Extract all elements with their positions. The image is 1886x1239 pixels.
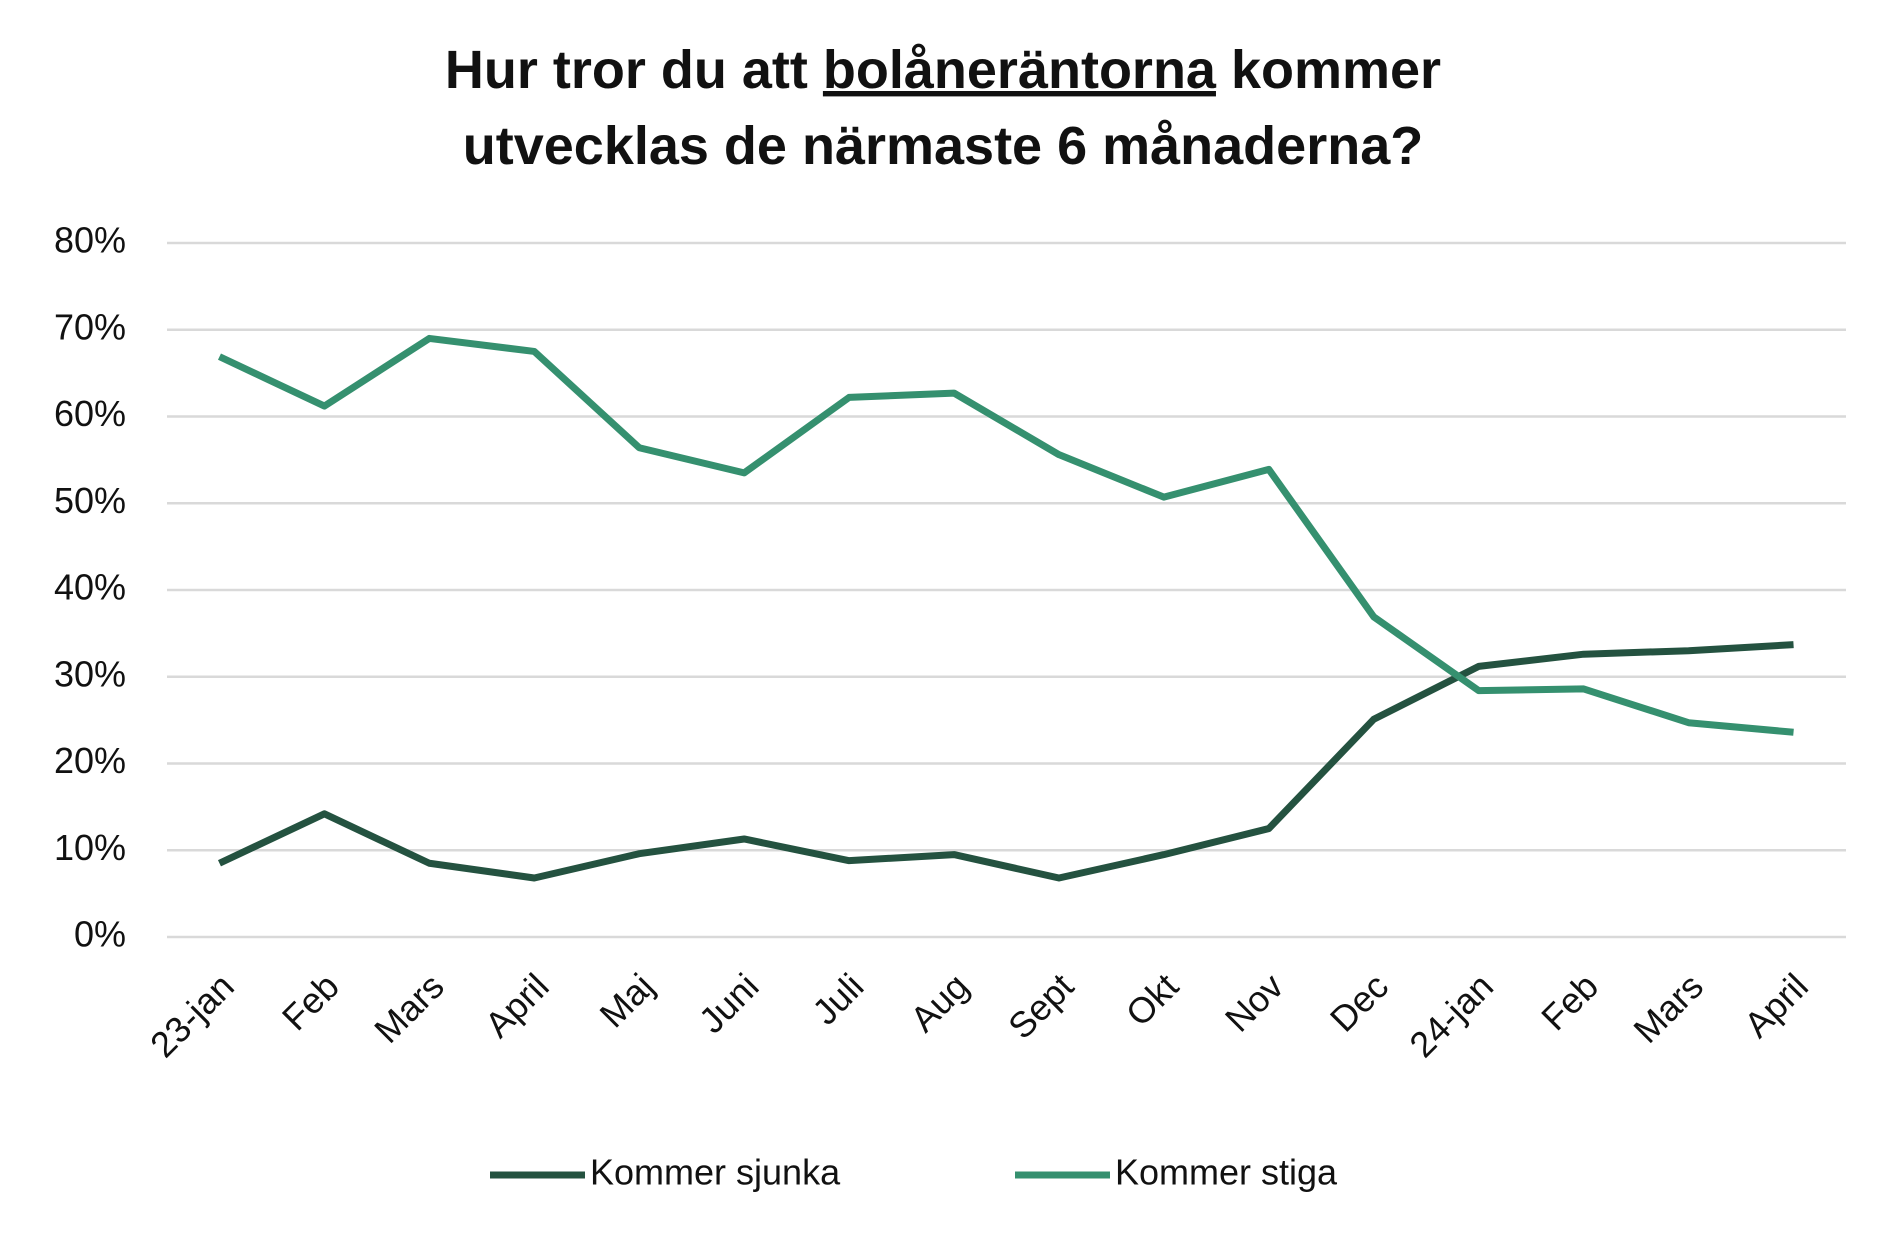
x-tick-label: 23-jan <box>142 965 242 1065</box>
x-tick-label: Dec <box>1322 965 1396 1039</box>
series-line <box>217 641 1794 882</box>
x-tick-label: Feb <box>274 965 347 1038</box>
y-tick-label: 20% <box>54 740 126 781</box>
x-tick-label: Mars <box>1625 965 1711 1051</box>
chart-title: utvecklas de närmaste 6 månaderna? <box>463 116 1423 176</box>
x-tick-label: Feb <box>1533 965 1606 1038</box>
title-part: kommer <box>1216 40 1441 100</box>
x-tick-label: Nov <box>1217 965 1291 1039</box>
y-tick-label: 50% <box>54 480 126 521</box>
x-tick-label: Okt <box>1118 965 1187 1034</box>
x-tick-label: Sept <box>1000 965 1081 1046</box>
y-tick-label: 60% <box>54 393 126 434</box>
x-tick-label: April <box>1736 965 1816 1045</box>
chart-title: Hur tror du att bolåneräntorna kommer <box>445 40 1441 100</box>
y-tick-label: 40% <box>54 567 126 608</box>
title-part: Hur tror du att <box>445 40 823 100</box>
legend-label: Kommer stiga <box>1115 1152 1338 1193</box>
x-tick-label: Juni <box>691 965 767 1041</box>
x-tick-label: Juli <box>804 965 871 1032</box>
x-tick-label: Maj <box>592 965 662 1035</box>
y-tick-label: 30% <box>54 653 126 694</box>
x-tick-label: Aug <box>902 965 976 1039</box>
title-part: bolåneräntorna <box>823 40 1217 100</box>
x-tick-label: Mars <box>366 965 452 1051</box>
y-tick-label: 80% <box>54 220 126 261</box>
y-tick-label: 0% <box>74 914 126 955</box>
y-tick-label: 70% <box>54 306 126 347</box>
title-part: utvecklas de närmaste 6 månaderna? <box>463 116 1423 176</box>
x-tick-label: 24-jan <box>1401 965 1501 1065</box>
y-tick-label: 10% <box>54 827 126 868</box>
series-line <box>217 334 1794 736</box>
legend-label: Kommer sjunka <box>590 1152 841 1193</box>
x-tick-label: April <box>477 965 557 1045</box>
